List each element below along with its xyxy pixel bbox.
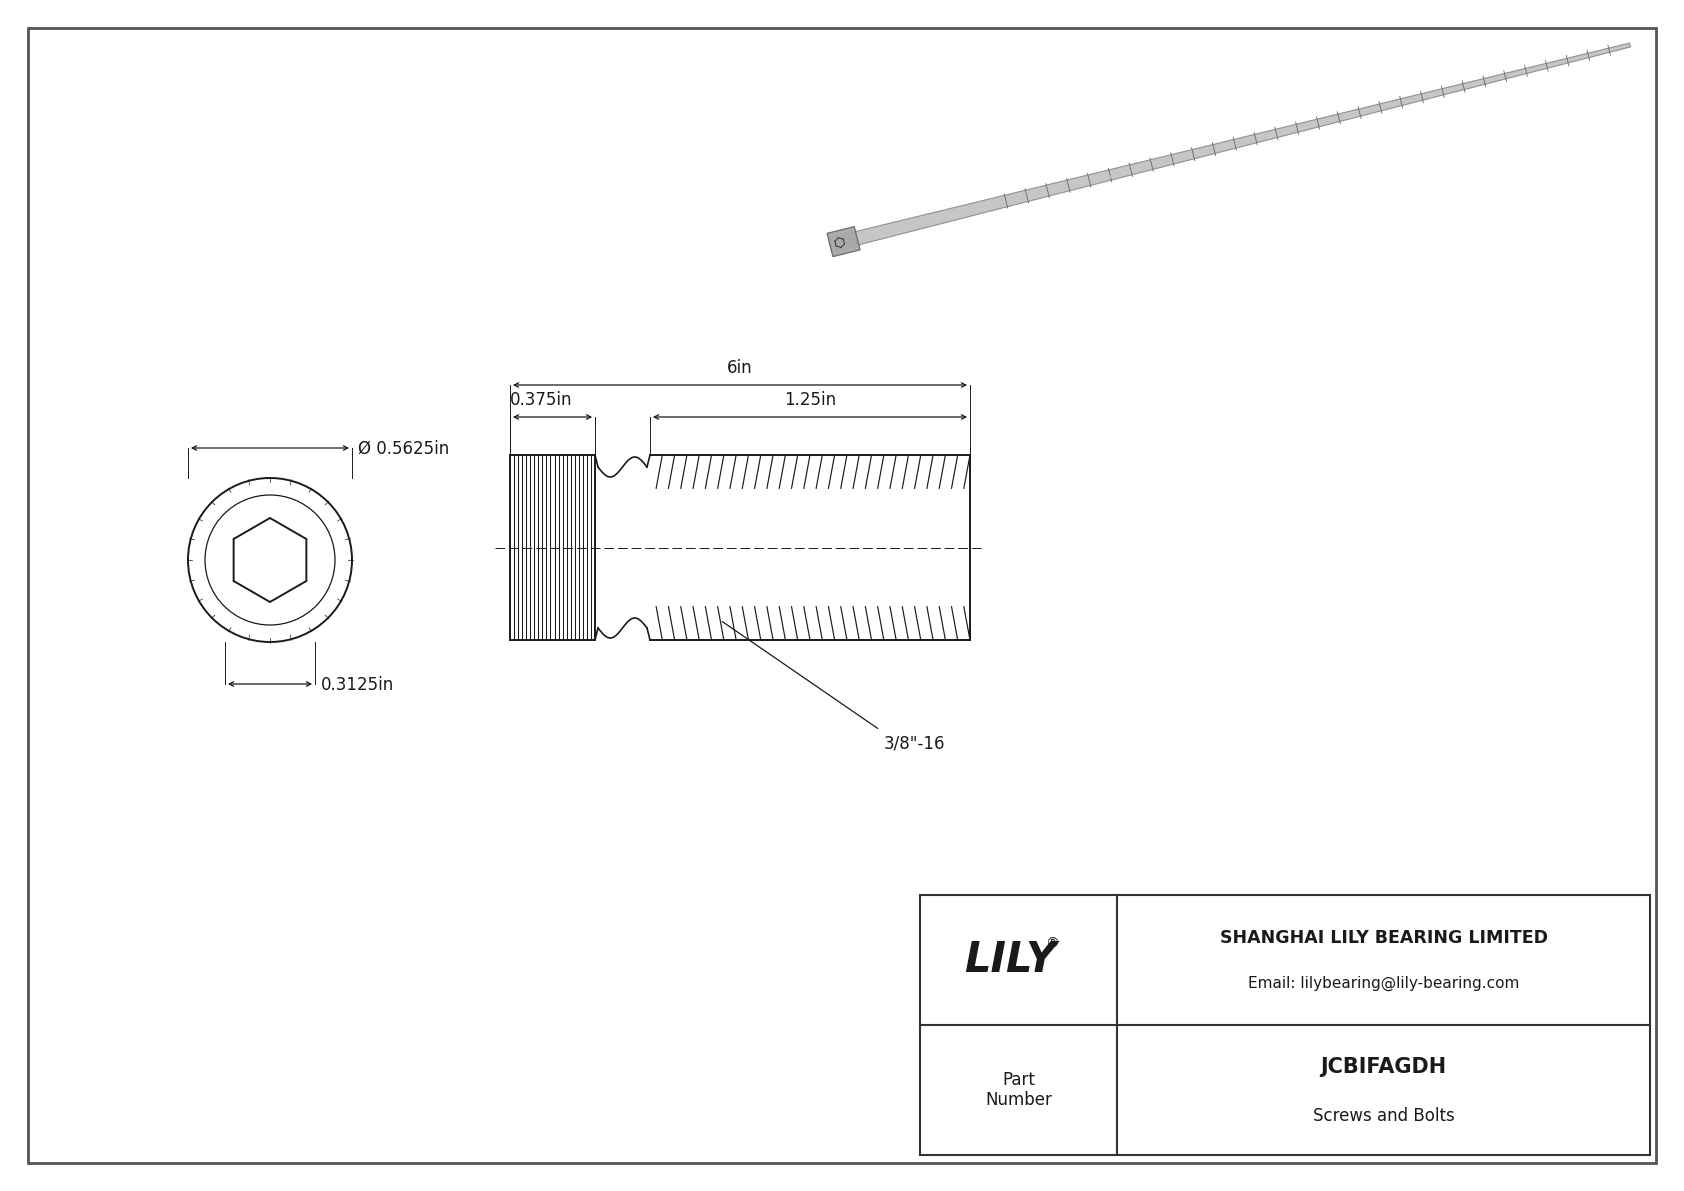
- Text: 0.375in: 0.375in: [510, 391, 573, 409]
- Text: 0.3125in: 0.3125in: [322, 676, 394, 694]
- Polygon shape: [829, 43, 1630, 251]
- Text: JCBIFAGDH: JCBIFAGDH: [1320, 1056, 1447, 1077]
- Text: 6in: 6in: [727, 358, 753, 378]
- Text: ®: ®: [1046, 937, 1059, 950]
- Bar: [510, 455, 594, 640]
- Text: 1.25in: 1.25in: [785, 391, 835, 409]
- Text: 3/8"-16: 3/8"-16: [884, 734, 945, 752]
- Text: LILY: LILY: [965, 939, 1056, 981]
- Polygon shape: [827, 226, 861, 256]
- Text: Ø 0.5625in: Ø 0.5625in: [359, 439, 450, 459]
- Text: Screws and Bolts: Screws and Bolts: [1312, 1106, 1455, 1125]
- Text: SHANGHAI LILY BEARING LIMITED: SHANGHAI LILY BEARING LIMITED: [1219, 929, 1548, 947]
- Text: Email: lilybearing@lily-bearing.com: Email: lilybearing@lily-bearing.com: [1248, 975, 1519, 991]
- Bar: [919, 894, 1650, 1155]
- Text: Part
Number: Part Number: [985, 1071, 1052, 1109]
